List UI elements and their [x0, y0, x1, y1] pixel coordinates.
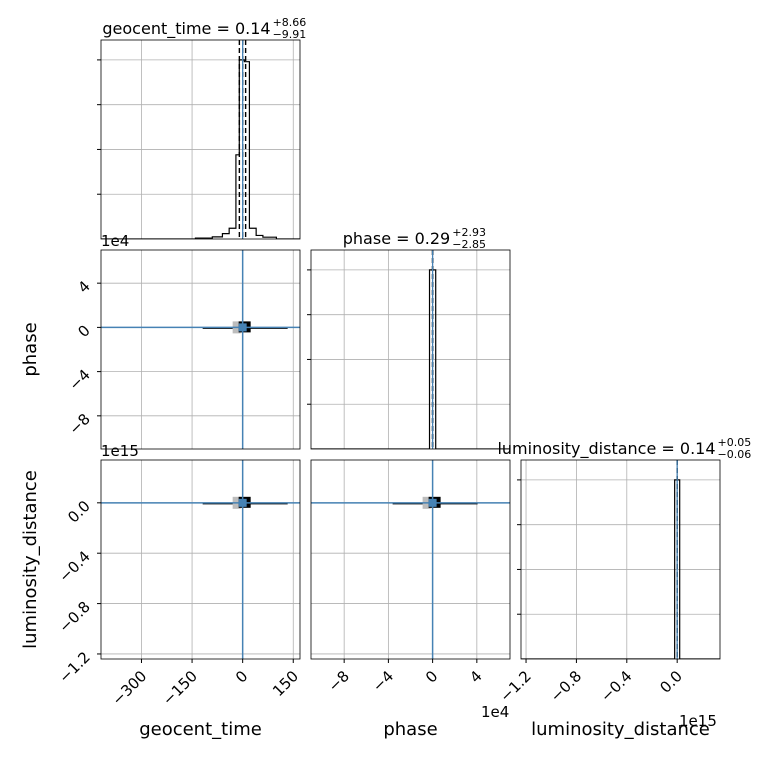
y-axis-label: phase	[20, 322, 41, 376]
title-sub: −2.85	[452, 238, 486, 251]
y-offset-label: 1e4	[101, 232, 129, 250]
x-tick-label: 0.0	[656, 667, 686, 697]
panel-frame	[520, 459, 721, 660]
x-tick-label: 0	[422, 667, 441, 686]
panel-title: phase = 0.29	[343, 229, 450, 248]
x-axis-phase: −8 −4 0 4 1e4 phase	[325, 659, 509, 740]
y-offset-label: 1e15	[101, 442, 139, 460]
title-main: geocent_time = 0.14	[102, 19, 270, 39]
y-axis-luminosity_distance: −1.2 −0.8 −0.4 0.0 1e15 luminosity_distance	[20, 442, 139, 687]
title-main: luminosity_distance = 0.14	[497, 439, 715, 459]
x-tick-label: −8	[325, 667, 353, 695]
panel-2d-geocent_time-luminosity_distance	[100, 459, 301, 660]
x-offset-label: 1e15	[679, 712, 717, 730]
x-tick-label: −4	[369, 667, 397, 695]
y-tick-label: 4	[74, 277, 93, 296]
y-axis-label: luminosity_distance	[20, 470, 41, 649]
truth-marker	[238, 498, 247, 507]
panel-hist-phase	[307, 249, 511, 450]
x-tick-label: −0.4	[597, 667, 635, 705]
y-tick-label: 0	[74, 321, 93, 340]
x-axis-geocent_time: −300 −150 0 150 geocent_time	[108, 659, 302, 740]
x-axis-label: phase	[383, 719, 437, 740]
title-main: phase = 0.29	[343, 229, 450, 248]
title-luminosity_distance: luminosity_distance = 0.14 +0.05−0.06	[497, 436, 751, 461]
title-sup: +0.05	[718, 436, 752, 449]
x-axis-label: luminosity_distance	[531, 719, 710, 740]
panel-hist-geocent_time	[97, 39, 301, 240]
x-tick-label: 0	[232, 667, 251, 686]
y-tick-label: −0.4	[55, 547, 93, 585]
x-offset-label: 1e4	[481, 703, 509, 721]
x-tick-label: −1.2	[496, 667, 534, 705]
y-tick-label: −4	[65, 366, 93, 394]
y-tick-label: 0.0	[64, 497, 94, 527]
panel-hist-luminosity_distance	[517, 459, 721, 660]
panel-frame	[100, 39, 301, 240]
x-axis-label: geocent_time	[139, 719, 262, 740]
panel-frame	[310, 249, 511, 450]
panel-2d-geocent_time-phase	[100, 249, 301, 450]
truth-marker	[238, 323, 247, 332]
title-phase: phase = 0.29 +2.93−2.85	[343, 226, 486, 251]
y-tick-label: −0.8	[55, 598, 93, 636]
panel-title: geocent_time = 0.14	[102, 19, 270, 39]
panel-frame	[100, 459, 301, 660]
y-tick-label: −8	[65, 410, 93, 438]
panel-frame	[100, 249, 301, 450]
x-tick-label: 4	[466, 667, 485, 686]
title-sub: −9.91	[273, 28, 307, 41]
y-tick-label: −1.2	[55, 648, 93, 686]
x-tick-label: −150	[159, 667, 201, 709]
x-tick-label: −300	[108, 667, 150, 709]
title-sub: −0.06	[718, 448, 752, 461]
x-tick-label: −0.8	[547, 667, 585, 705]
title-sup: +8.66	[273, 16, 307, 29]
title-sup: +2.93	[452, 226, 486, 239]
panel-2d-phase-luminosity_distance	[310, 459, 511, 660]
panel-title: luminosity_distance = 0.14	[497, 439, 715, 459]
y-axis-phase: −8 −4 0 4 1e4 phase	[20, 232, 129, 438]
truth-marker	[428, 498, 437, 507]
x-tick-label: 150	[269, 667, 302, 700]
title-geocent_time: geocent_time = 0.14 +8.66−9.91	[102, 16, 306, 41]
panel-frame	[310, 459, 511, 660]
